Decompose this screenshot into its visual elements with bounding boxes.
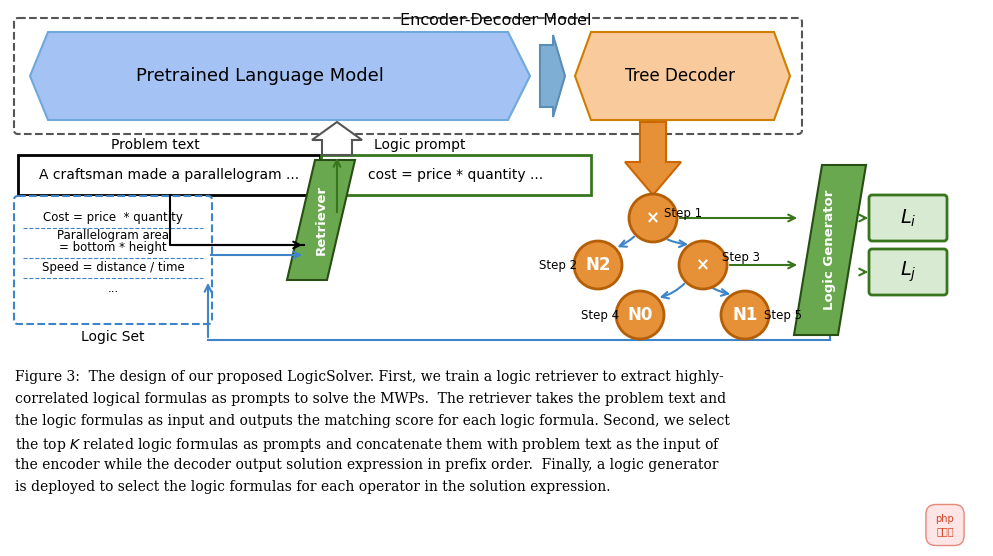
Text: Retriever: Retriever	[315, 185, 328, 255]
Text: the logic formulas as input and outputs the matching score for each logic formul: the logic formulas as input and outputs …	[15, 414, 730, 428]
FancyBboxPatch shape	[14, 196, 212, 324]
Text: Figure 3:  The design of our proposed LogicSolver. First, we train a logic retri: Figure 3: The design of our proposed Log…	[15, 370, 724, 384]
Text: correlated logical formulas as prompts to solve the MWPs.  The retriever takes t: correlated logical formulas as prompts t…	[15, 392, 726, 406]
Text: ×: ×	[646, 209, 660, 227]
Polygon shape	[30, 32, 530, 120]
Polygon shape	[312, 122, 362, 155]
Text: $L_i$: $L_i$	[900, 207, 917, 229]
Polygon shape	[625, 122, 681, 195]
Text: Logic Set: Logic Set	[81, 330, 145, 344]
Text: N1: N1	[732, 306, 758, 324]
Text: = bottom * height: = bottom * height	[60, 241, 167, 255]
Text: Pretrained Language Model: Pretrained Language Model	[136, 67, 384, 85]
Polygon shape	[794, 165, 866, 335]
Text: Tree Decoder: Tree Decoder	[625, 67, 735, 85]
Text: cost = price * quantity ...: cost = price * quantity ...	[368, 168, 543, 182]
Text: Step 4: Step 4	[581, 309, 619, 321]
Text: N2: N2	[585, 256, 611, 274]
Text: Step 2: Step 2	[539, 259, 577, 271]
Text: Logic prompt: Logic prompt	[374, 138, 466, 152]
Text: A craftsman made a parallelogram ...: A craftsman made a parallelogram ...	[39, 168, 299, 182]
Polygon shape	[540, 35, 565, 117]
Text: Cost = price  * quantity: Cost = price * quantity	[43, 211, 183, 225]
Circle shape	[679, 241, 727, 289]
FancyBboxPatch shape	[18, 155, 320, 195]
Text: ×: ×	[696, 256, 710, 274]
Text: is deployed to select the logic formulas for each operator in the solution expre: is deployed to select the logic formulas…	[15, 480, 611, 494]
Text: Step 1: Step 1	[664, 206, 702, 220]
Text: Step 5: Step 5	[764, 309, 802, 321]
Text: $L_j$: $L_j$	[900, 260, 917, 284]
Circle shape	[574, 241, 622, 289]
Text: php
中文网: php 中文网	[935, 514, 954, 536]
Text: N0: N0	[628, 306, 652, 324]
Text: Speed = distance / time: Speed = distance / time	[42, 261, 185, 275]
Text: Logic Generator: Logic Generator	[823, 190, 836, 310]
Text: ...: ...	[107, 281, 118, 295]
Text: the encoder while the decoder output solution expression in prefix order.  Final: the encoder while the decoder output sol…	[15, 458, 719, 472]
FancyBboxPatch shape	[869, 195, 947, 241]
Polygon shape	[575, 32, 790, 120]
Text: Parallelogram area: Parallelogram area	[57, 229, 169, 241]
FancyBboxPatch shape	[869, 249, 947, 295]
Circle shape	[721, 291, 769, 339]
Polygon shape	[287, 160, 355, 280]
Text: Encoder-Decoder Model: Encoder-Decoder Model	[400, 13, 592, 28]
Text: the top $K$ related logic formulas as prompts and concatenate them with problem : the top $K$ related logic formulas as pr…	[15, 436, 720, 454]
Text: Problem text: Problem text	[110, 138, 200, 152]
Circle shape	[629, 194, 677, 242]
FancyBboxPatch shape	[321, 155, 591, 195]
Text: Step 3: Step 3	[722, 251, 760, 264]
Circle shape	[616, 291, 664, 339]
